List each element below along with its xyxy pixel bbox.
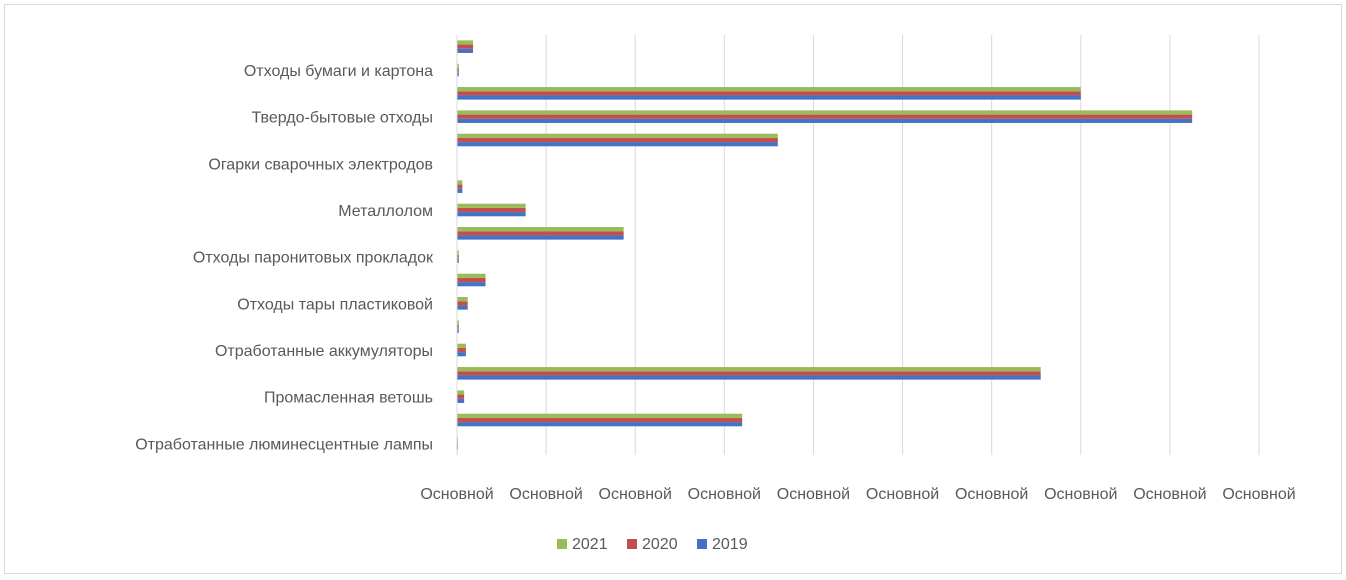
bar-2021 <box>457 390 465 395</box>
bar-2021 <box>457 297 468 302</box>
x-tick-labels: Основной Основной Основной Основной Основной… <box>420 486 1295 503</box>
bar-2019 <box>457 142 778 147</box>
legend-swatch-2021 <box>557 539 567 549</box>
bar-2019 <box>457 282 486 287</box>
bar-2021 <box>457 180 463 185</box>
bar-2020 <box>457 347 466 353</box>
bar-2020 <box>457 44 474 49</box>
bar-chart: Отработанные люминесцентные лампы Промасл… <box>135 35 1296 553</box>
category-label: Промасленная ветошь <box>264 390 433 407</box>
category-label: Отходы бумаги и картона <box>244 63 433 80</box>
category-label: Твердо-бытовые отходы <box>251 110 433 127</box>
bar-2021 <box>457 320 459 325</box>
bar-2021 <box>457 40 474 45</box>
bar-2019 <box>457 118 1193 123</box>
bar-2021 <box>457 133 778 138</box>
bar-2021 <box>457 63 459 68</box>
x-tick-label: Основной <box>777 486 850 503</box>
bar-2021 <box>457 250 459 255</box>
bar-2021 <box>457 343 466 348</box>
category-label: Огарки сварочных электродов <box>208 156 433 173</box>
legend-swatch-2019 <box>697 539 707 549</box>
bar-2019 <box>457 328 459 333</box>
bar-2020 <box>457 371 1041 376</box>
bar-2019 <box>457 212 526 217</box>
bar-2020 <box>457 114 1193 119</box>
bar-2019 <box>457 95 1081 100</box>
x-tick-label: Основной <box>955 486 1028 503</box>
x-tick-label: Основной <box>1044 486 1117 503</box>
bar-2020 <box>457 91 1081 96</box>
bar-2020 <box>457 417 743 423</box>
bar-2021 <box>457 413 743 418</box>
category-label: Отходы тары пластиковой <box>237 296 433 313</box>
bar-2019 <box>457 305 468 310</box>
bar-2020 <box>457 137 778 143</box>
legend-label: 2020 <box>642 536 678 553</box>
bar-2020 <box>457 207 526 213</box>
category-labels: Отработанные люминесцентные лампы Промасл… <box>135 63 434 453</box>
x-tick-label: Основной <box>688 486 761 503</box>
bar-2021 <box>457 273 486 278</box>
bar-2019 <box>457 72 459 77</box>
x-tick-label: Основной <box>599 486 672 503</box>
bar-2019 <box>457 235 624 240</box>
x-tick-label: Основной <box>1133 486 1206 503</box>
gridlines <box>545 35 1260 455</box>
category-label: Отходы паронитовых прокладок <box>193 250 434 267</box>
bars <box>457 40 1193 450</box>
bar-2019 <box>457 188 463 193</box>
bar-2020 <box>457 67 459 73</box>
bar-2021 <box>457 227 624 232</box>
bar-2020 <box>457 254 459 259</box>
x-tick-label: Основной <box>1222 486 1295 503</box>
bar-2019 <box>457 375 1041 380</box>
bar-2019 <box>457 398 465 403</box>
bar-2021 <box>457 203 526 208</box>
x-tick-label: Основной <box>420 486 493 503</box>
bar-2019 <box>457 422 743 427</box>
category-label: Отработанные аккумуляторы <box>215 343 433 360</box>
bar-2019 <box>457 258 459 263</box>
bar-2021 <box>457 367 1041 372</box>
category-label: Металлолом <box>338 203 433 220</box>
legend-label: 2019 <box>712 536 748 553</box>
bar-2019 <box>457 352 466 357</box>
chart-frame: Отработанные люминесцентные лампы Промасл… <box>4 4 1342 574</box>
legend-swatch-2020 <box>627 539 637 549</box>
bar-2020 <box>457 277 486 283</box>
bar-2020 <box>457 394 465 399</box>
bar-2020 <box>457 231 624 236</box>
bar-2020 <box>457 324 459 329</box>
bar-2020 <box>457 301 468 306</box>
bar-2021 <box>457 87 1081 92</box>
legend-label: 2021 <box>572 536 608 553</box>
x-tick-label: Основной <box>866 486 939 503</box>
bar-2021 <box>457 110 1193 115</box>
bar-2019 <box>457 48 474 53</box>
category-label: Отработанные люминесцентные лампы <box>135 436 433 453</box>
x-tick-label: Основной <box>509 486 582 503</box>
legend: 2021 2020 2019 <box>557 536 748 553</box>
bar-2020 <box>457 184 463 189</box>
